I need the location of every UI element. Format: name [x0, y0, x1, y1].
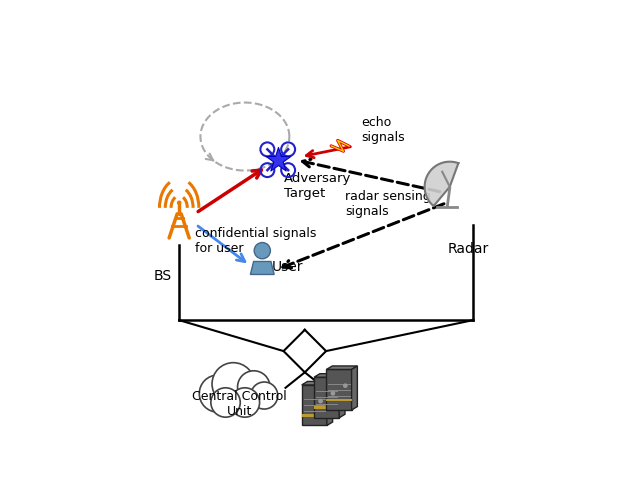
Circle shape — [331, 391, 335, 396]
Polygon shape — [326, 399, 351, 401]
Polygon shape — [301, 382, 333, 385]
Polygon shape — [314, 377, 339, 418]
Circle shape — [230, 388, 260, 417]
Circle shape — [212, 363, 255, 405]
Circle shape — [254, 243, 271, 259]
Circle shape — [177, 202, 180, 205]
Point — [273, 156, 283, 164]
Text: radar sensing
signals: radar sensing signals — [346, 189, 431, 217]
Circle shape — [343, 384, 348, 388]
Polygon shape — [326, 370, 351, 410]
Polygon shape — [351, 366, 357, 410]
Circle shape — [251, 382, 278, 409]
Polygon shape — [326, 366, 357, 370]
Circle shape — [318, 399, 323, 404]
Polygon shape — [425, 162, 458, 206]
Polygon shape — [301, 385, 327, 426]
Polygon shape — [250, 262, 274, 275]
Circle shape — [199, 375, 236, 412]
Text: User: User — [272, 260, 303, 274]
Text: Adversary
Target: Adversary Target — [284, 171, 351, 199]
Circle shape — [237, 371, 270, 403]
Circle shape — [211, 388, 240, 417]
Text: BS: BS — [154, 269, 172, 283]
Polygon shape — [314, 374, 345, 377]
Text: Radar: Radar — [448, 241, 489, 256]
Text: confidential signals
for user: confidential signals for user — [195, 227, 316, 255]
Polygon shape — [339, 374, 345, 418]
Text: Central Control
Unit: Central Control Unit — [192, 389, 287, 417]
Text: echo
signals: echo signals — [361, 116, 404, 144]
Polygon shape — [301, 414, 327, 417]
Polygon shape — [314, 407, 339, 409]
Polygon shape — [327, 382, 333, 426]
